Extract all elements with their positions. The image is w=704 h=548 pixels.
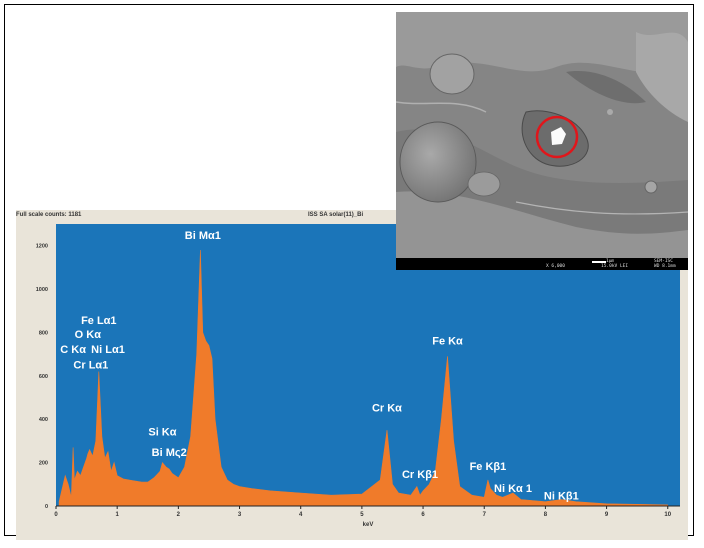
spectrum-name-label: ISS SA solar(11)_Bi — [308, 212, 364, 218]
peak-label: C Kα — [60, 344, 86, 356]
spectrum-series-0 — [58, 249, 669, 507]
sem-wd: WD 8.1mm — [654, 264, 676, 269]
x-tick-label: 7 — [483, 512, 487, 518]
peak-label: O Kα — [75, 329, 102, 341]
sem-scale: 1µm — [606, 259, 615, 264]
x-tick-label: 8 — [544, 512, 548, 518]
peak-label: Si Kα — [148, 427, 176, 439]
sem-kv: 15.0kV LEI — [601, 264, 629, 269]
x-tick-label: 10 — [664, 512, 671, 518]
x-tick-label: 9 — [605, 512, 609, 518]
peak-label: Ni Kα 1 — [494, 483, 532, 495]
y-tick-label: 1000 — [36, 287, 48, 293]
sem-magnification: X 6,000 — [546, 264, 565, 269]
y-tick-label: 600 — [39, 374, 48, 380]
sem-micrograph: X 6,000 15.0kV LEI 1µm WD 8.1mm SEM-ISC — [396, 12, 688, 270]
eds-spectrum-chart: 0 1 2 3 4 5 6 7 8 9 10 0 200 400 600 800 1000 1200 keV Bi … — [36, 224, 680, 528]
plot-area — [56, 224, 680, 506]
sem-info-bar: X 6,000 15.0kV LEI 1µm WD 8.1mm SEM-ISC — [396, 258, 688, 270]
peak-label: Bi Mς2 — [152, 447, 187, 459]
full-scale-counts-label: Full scale counts: 1181 — [16, 212, 82, 218]
sem-id: SEM-ISC — [654, 259, 673, 264]
peak-label: Fe Kβ1 — [470, 461, 507, 473]
peak-label: Ni Kβ1 — [544, 490, 579, 502]
x-tick-label: 2 — [177, 512, 181, 518]
y-tick-label: 1200 — [36, 244, 48, 250]
particle-marker-circle — [535, 115, 579, 159]
peak-label: Cr Kα — [372, 403, 402, 415]
peak-label: Ni Lα1 — [91, 344, 125, 356]
peak-label: Fe Lα1 — [81, 315, 117, 327]
y-tick-label: 800 — [39, 330, 48, 336]
x-tick-label: 5 — [360, 512, 364, 518]
x-tick-label: 6 — [421, 512, 425, 518]
x-tick-label: 0 — [54, 512, 58, 518]
sem-scale-bar — [592, 261, 606, 263]
x-axis-label: keV — [363, 522, 374, 528]
peak-label: Cr Kβ1 — [402, 469, 438, 481]
x-tick-label: 1 — [116, 512, 120, 518]
sem-surface-texture — [396, 12, 688, 258]
y-tick-label: 200 — [39, 461, 48, 467]
x-tick-label: 4 — [299, 512, 303, 518]
peak-label: Cr Lα1 — [73, 359, 108, 371]
peak-label: Fe Kα — [432, 335, 463, 347]
particle — [551, 127, 566, 145]
y-tick-label: 0 — [45, 504, 48, 510]
x-tick-label: 3 — [238, 512, 242, 518]
peak-label: Bi Mα1 — [185, 230, 221, 242]
y-tick-label: 400 — [39, 417, 48, 423]
